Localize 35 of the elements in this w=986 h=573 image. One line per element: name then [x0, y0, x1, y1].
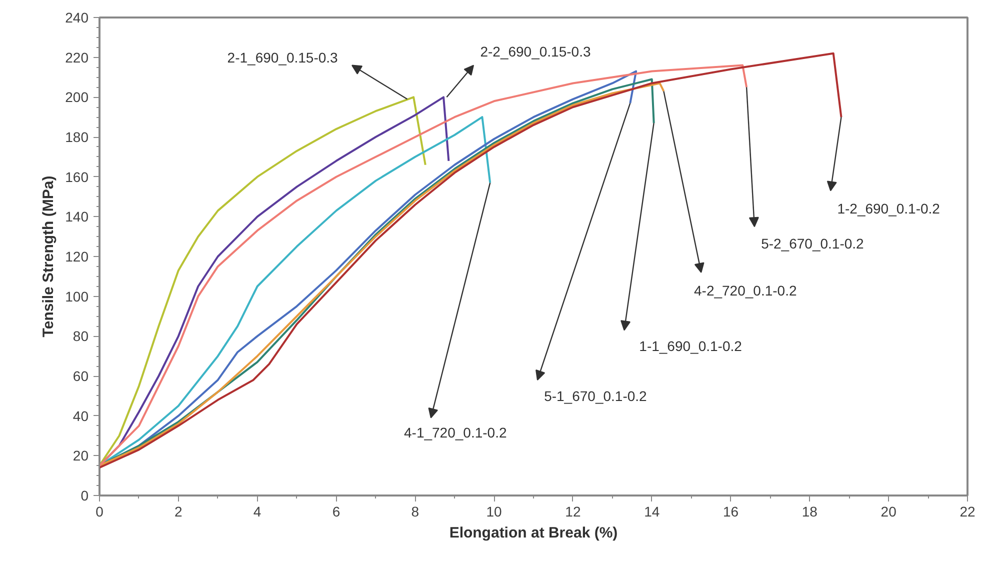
annotation: 4-2_720_0.1-0.2	[694, 282, 797, 298]
y-tick-label: 160	[65, 168, 89, 185]
x-tick-label: 10	[486, 504, 502, 520]
annotation: 1-2_690_0.1-0.2	[837, 200, 940, 217]
y-tick-label: 80	[72, 328, 89, 344]
x-tick-label: 16	[722, 504, 739, 520]
y-tick-label: 220	[65, 49, 89, 66]
y-tick-label: 20	[72, 448, 89, 464]
x-tick-label: 12	[565, 504, 581, 520]
x-tick-label: 2	[174, 504, 183, 520]
annotation: 5-2_670_0.1-0.2	[761, 236, 864, 252]
x-axis-title: Elongation at Break (%)	[449, 524, 618, 542]
x-tick-label: 20	[880, 504, 897, 520]
x-tick-label: 14	[644, 504, 660, 520]
y-tick-label: 240	[65, 10, 89, 26]
y-tick-label: 200	[65, 89, 89, 106]
y-tick-label: 100	[65, 288, 89, 304]
x-tick-label: 18	[802, 504, 818, 520]
annotation: 5-1_670_0.1-0.2	[544, 388, 648, 404]
annotation: 4-1_720_0.1-0.2	[404, 424, 507, 441]
y-tick-label: 180	[65, 129, 89, 145]
y-axis-title: Tensile Strength (MPa)	[40, 176, 58, 338]
x-tick-label: 4	[253, 504, 262, 520]
annotation: 1-1_690_0.1-0.2	[639, 338, 742, 354]
x-tick-label: 22	[960, 504, 976, 520]
annotation: 2-1_690_0.15-0.3	[227, 49, 338, 66]
x-tick-label: 8	[411, 504, 420, 520]
y-tick-label: 40	[72, 408, 89, 424]
x-tick-label: 6	[332, 504, 340, 520]
y-tick-label: 140	[65, 208, 89, 225]
annotation: 2-2_690_0.15-0.3	[480, 43, 591, 60]
x-tick-label: 0	[96, 504, 104, 520]
y-tick-label: 0	[80, 488, 89, 504]
y-tick-label: 60	[72, 368, 89, 384]
y-tick-label: 120	[65, 248, 89, 264]
